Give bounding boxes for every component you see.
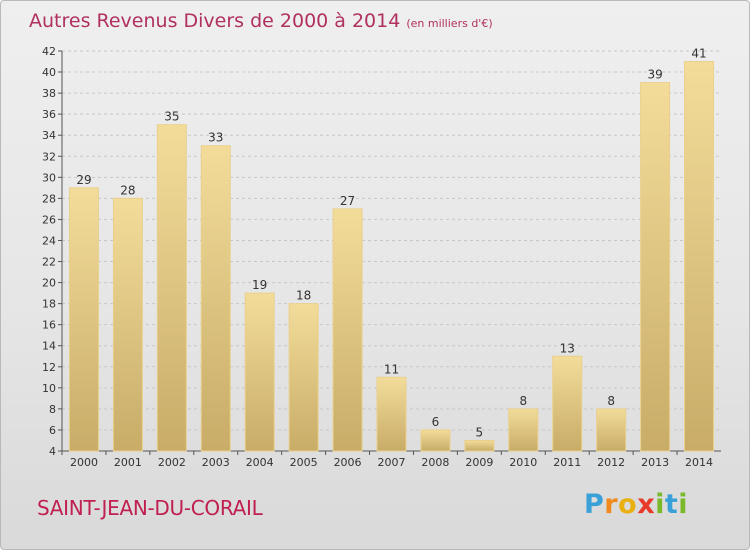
y-tick-label: 18 [42, 298, 56, 311]
x-tick-label: 2007 [378, 456, 406, 469]
x-tick-label: 2014 [685, 456, 713, 469]
bar-2014 [684, 61, 715, 452]
bar-2000 [68, 187, 99, 452]
bar-2001 [112, 197, 143, 452]
bars: 29 28 35 33 19 18 27 11 6 5 8 13 8 39 41 [68, 47, 715, 452]
y-tick-label: 36 [42, 108, 56, 121]
logo-letter: o [618, 489, 638, 520]
x-axis: 2000 2001 2002 2003 2004 2005 2006 2007 2008 2009… [61, 451, 713, 469]
chart-title-text: Autres Revenus Divers de 2000 à 2014 [29, 10, 401, 32]
x-tick-label: 2010 [509, 456, 537, 469]
y-tick-label: 16 [42, 319, 56, 332]
chart-title: Autres Revenus Divers de 2000 à 2014 (en … [29, 10, 493, 32]
chart-unit-label: (en milliers d'€) [406, 17, 493, 30]
x-tick-label: 2009 [465, 456, 493, 469]
data-label-2012: 8 [607, 394, 615, 408]
y-tick-label: 14 [42, 340, 56, 353]
bar-2005 [288, 303, 319, 452]
y-tick-label: 30 [42, 171, 56, 184]
bar-2003 [200, 145, 231, 452]
y-tick-label: 20 [42, 277, 56, 290]
data-label-2000: 29 [76, 173, 91, 187]
logo-letter: x [637, 489, 656, 520]
x-tick-label: 2001 [114, 456, 142, 469]
x-tick-label: 2013 [641, 456, 669, 469]
logo-letter: i [655, 489, 665, 520]
y-tick-label: 38 [42, 87, 56, 100]
logo-letter: i [678, 489, 689, 520]
y-tick-label: 40 [42, 66, 56, 79]
logo-letter: P [584, 489, 605, 520]
x-tick-label: 2002 [158, 456, 186, 469]
data-label-2006: 27 [340, 194, 355, 208]
bar-2011 [552, 355, 583, 452]
y-tick-label: 8 [49, 403, 56, 416]
data-label-2014: 41 [691, 47, 706, 61]
proxiti-logo: Proxiti [584, 489, 688, 520]
y-tick-label: 6 [49, 424, 56, 437]
data-label-2005: 18 [296, 289, 311, 303]
bar-2009 [464, 439, 495, 452]
bar-2013 [640, 82, 671, 452]
y-tick-label: 32 [42, 150, 56, 163]
y-tick-label: 28 [42, 192, 56, 205]
data-label-2008: 6 [432, 415, 440, 429]
x-tick-label: 2006 [334, 456, 362, 469]
bar-2002 [156, 124, 187, 452]
data-label-2010: 8 [519, 394, 527, 408]
bar-2007 [376, 376, 407, 452]
bar-2010 [508, 408, 539, 452]
x-tick-label: 2003 [202, 456, 230, 469]
y-tick-label: 26 [42, 213, 56, 226]
data-label-2003: 33 [208, 131, 223, 145]
logo-letter: r [604, 489, 619, 520]
x-tick-label: 2005 [290, 456, 318, 469]
y-tick-label: 42 [42, 45, 56, 58]
x-tick-label: 2000 [70, 456, 98, 469]
x-tick-label: 2011 [553, 456, 581, 469]
y-tick-label: 10 [42, 382, 56, 395]
x-tick-label: 2012 [597, 456, 625, 469]
data-label-2001: 28 [120, 183, 135, 197]
y-tick-label: 34 [42, 129, 56, 142]
data-label-2002: 35 [164, 110, 179, 124]
data-label-2004: 19 [252, 278, 267, 292]
bar-2006 [332, 208, 363, 452]
x-tick-label: 2008 [421, 456, 449, 469]
y-tick-label: 22 [42, 256, 56, 269]
y-tick-label: 4 [49, 445, 56, 458]
data-label-2009: 5 [476, 425, 484, 439]
y-tick-label: 24 [42, 234, 56, 247]
data-label-2011: 13 [560, 341, 575, 355]
logo-letter: t [664, 489, 679, 520]
y-tick-label: 12 [42, 361, 56, 374]
data-label-2013: 39 [647, 68, 662, 82]
x-tick-label: 2004 [246, 456, 274, 469]
data-label-2007: 11 [384, 362, 399, 376]
bar-2012 [596, 408, 627, 452]
commune-name: SAINT-JEAN-DU-CORAIL [37, 496, 263, 520]
bar-2008 [420, 429, 451, 452]
bar-2004 [244, 292, 275, 452]
